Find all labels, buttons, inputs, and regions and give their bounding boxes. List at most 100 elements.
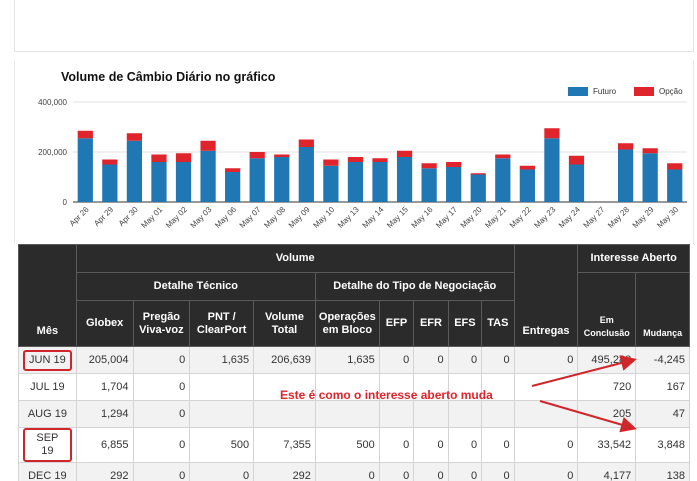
table-cell: 0	[132, 462, 191, 481]
header-volume: Volume	[75, 244, 515, 273]
table-cell: 6,855	[75, 427, 134, 463]
table-cell: 167	[635, 373, 690, 401]
bar-opcao	[323, 159, 339, 166]
legend-label-futuro: Futuro	[593, 87, 617, 96]
table-cell	[189, 373, 255, 401]
x-tick-label: May 17	[434, 205, 459, 230]
table-cell	[253, 373, 316, 401]
x-tick-label: May 21	[483, 205, 508, 230]
bar-opcao	[347, 157, 364, 162]
table-cell: 3,848	[635, 427, 690, 463]
x-tick-label: May 09	[287, 205, 312, 230]
x-tick-label: May 24	[557, 205, 582, 230]
table-cell: 0	[481, 427, 515, 463]
legend-swatch-futuro	[568, 87, 588, 96]
bar-futuro	[519, 169, 535, 202]
month-label: DEC 19	[28, 470, 67, 481]
legend-item-futuro[interactable]: Futuro	[568, 87, 616, 96]
x-tick-label: May 16	[410, 205, 435, 230]
bar-futuro	[667, 169, 683, 202]
header-mes: Mês	[18, 244, 77, 347]
bar-futuro	[102, 164, 118, 202]
table-cell: 292	[75, 462, 134, 481]
header-detalhe-tecnico: Detalhe Técnico	[75, 272, 316, 301]
table-cell: 7,355	[253, 427, 316, 463]
table-cell	[314, 373, 380, 401]
x-tick-label: Apr 30	[117, 205, 140, 228]
x-tick-label: May 22	[508, 205, 533, 230]
x-tick-label: May 06	[213, 205, 238, 230]
header-volume-total: Volume Total	[253, 300, 316, 347]
bar-futuro	[274, 157, 290, 202]
bar-opcao	[77, 130, 93, 139]
table-cell: 1,635	[314, 346, 380, 374]
y-tick-label: 400,000	[38, 98, 67, 107]
bar-opcao	[519, 165, 535, 170]
bar-opcao	[495, 154, 511, 159]
table-cell	[413, 400, 449, 428]
x-tick-label: Apr 29	[92, 205, 115, 228]
table-cell	[189, 400, 255, 428]
bar-futuro	[421, 168, 437, 202]
header-efr: EFR	[413, 300, 449, 347]
header-mudanca: Mudança	[635, 272, 690, 347]
table-cell	[253, 400, 316, 428]
annotation-text: Este é como o interesse aberto muda	[280, 388, 493, 402]
table-row: JUN 19 205,004 0 1,635 206,639 1,635 0 0 0 0 0 495,…	[18, 346, 690, 374]
month-cell: SEP 19	[18, 427, 77, 463]
table-cell: 292	[253, 462, 316, 481]
bar-futuro	[347, 162, 364, 202]
bar-futuro	[470, 174, 486, 202]
bar-futuro	[298, 147, 314, 202]
bar-futuro	[151, 162, 167, 202]
table-cell	[314, 400, 380, 428]
table-cell: 0	[189, 462, 255, 481]
table-cell	[513, 400, 579, 428]
bar-futuro	[495, 158, 511, 202]
legend-item-opcao[interactable]: Opção	[634, 87, 683, 96]
month-label: JUN 19	[23, 349, 72, 371]
header-interesse-aberto: Interesse Aberto	[577, 244, 690, 273]
volume-table: Mês Volume Entregas Interesse Aberto Det…	[18, 244, 690, 481]
table-cell: 720	[577, 373, 637, 401]
table-cell: 0	[413, 427, 449, 463]
bar-opcao	[667, 163, 683, 170]
table-cell: 205,004	[75, 346, 134, 374]
table-cell: 0	[378, 346, 415, 374]
y-tick-label: 200,000	[38, 148, 67, 157]
table-cell: 0	[378, 462, 415, 481]
bar-futuro	[568, 164, 585, 202]
header-detalhe-tipo: Detalhe do Tipo de Negociação	[314, 272, 515, 301]
x-tick-label: May 29	[631, 205, 656, 230]
x-tick-label: May 14	[360, 205, 385, 230]
table-cell: 0	[132, 427, 191, 463]
bar-futuro	[77, 138, 93, 202]
month-label: SEP 19	[23, 428, 72, 462]
x-tick-label: May 02	[164, 205, 189, 230]
table-cell: 1,635	[189, 346, 255, 374]
bar-opcao	[249, 152, 265, 159]
bar-futuro	[200, 150, 216, 202]
table-cell: 0	[378, 427, 415, 463]
table-cell	[481, 400, 515, 428]
bar-futuro	[225, 172, 241, 202]
x-tick-label: May 20	[459, 205, 484, 230]
table-cell: 0	[481, 346, 515, 374]
bar-opcao	[274, 154, 290, 157]
month-cell: DEC 19	[18, 462, 77, 481]
header-pnt: PNT / ClearPort	[189, 300, 255, 347]
table-cell	[378, 373, 415, 401]
month-label: AUG 19	[27, 408, 67, 420]
bar-opcao	[126, 133, 143, 141]
bar-opcao	[225, 168, 241, 172]
top-card	[14, 0, 694, 52]
x-tick-label: May 13	[336, 205, 361, 230]
x-tick-label: May 10	[311, 205, 336, 230]
table-cell	[481, 373, 515, 401]
x-tick-label: May 30	[655, 205, 680, 230]
table-cell: 0	[513, 427, 579, 463]
chart-title: Volume de Câmbio Diário no gráfico	[61, 70, 276, 84]
table-cell: 495,288	[577, 346, 637, 374]
bar-opcao	[298, 139, 314, 147]
table-cell: 47	[635, 400, 690, 428]
